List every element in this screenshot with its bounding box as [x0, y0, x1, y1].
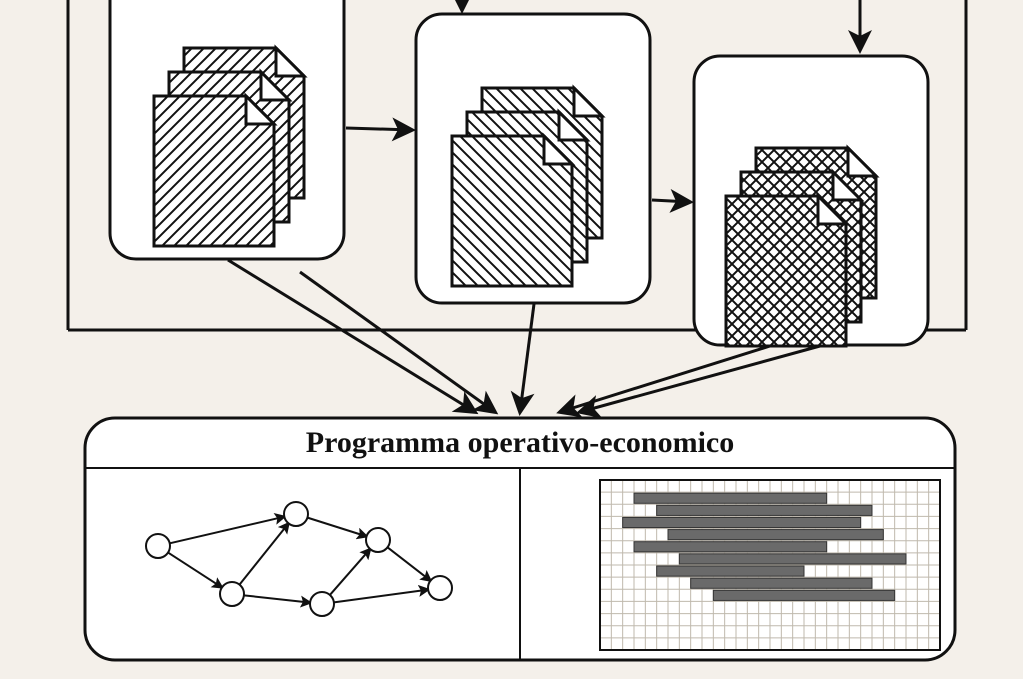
- flow-arrow: [346, 128, 412, 130]
- flow-arrow: [652, 200, 690, 202]
- doc-stack-icon: [452, 88, 602, 286]
- flow-arrow: [580, 346, 820, 412]
- flow-arrow: [520, 304, 534, 412]
- program-title: Programma operativo-economico: [306, 426, 734, 459]
- doc-stack-icon: [154, 48, 304, 246]
- doc-stack-icon: [726, 148, 876, 346]
- flow-arrow: [560, 346, 770, 412]
